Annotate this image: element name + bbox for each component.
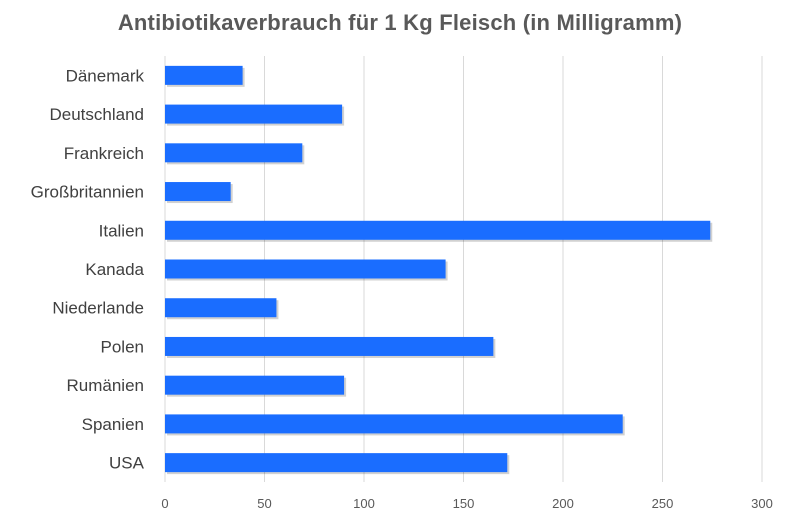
bar <box>165 259 446 279</box>
x-tick-label: 250 <box>652 496 674 511</box>
x-tick-label: 100 <box>353 496 375 511</box>
category-label: Dänemark <box>66 66 145 85</box>
category-label: Frankreich <box>64 144 144 163</box>
category-label: Spanien <box>82 415 144 434</box>
category-label: Niederlande <box>52 299 144 318</box>
x-tick-label: 150 <box>453 496 475 511</box>
category-label: USA <box>109 454 145 473</box>
bar <box>165 104 343 124</box>
bar <box>165 143 303 163</box>
x-tick-label: 50 <box>257 496 271 511</box>
category-label: Großbritannien <box>31 183 144 202</box>
chart-title: Antibiotikaverbrauch für 1 Kg Fleisch (i… <box>117 10 683 35</box>
bars <box>165 65 713 475</box>
bar <box>165 375 345 395</box>
x-tick-label: 200 <box>552 496 574 511</box>
x-tick-label: 300 <box>751 496 773 511</box>
x-tick-label: 0 <box>161 496 168 511</box>
bar <box>165 65 243 85</box>
x-tick-labels: 0 50 100 150 200 250 300 <box>161 496 772 511</box>
category-label: Italien <box>99 221 144 240</box>
bar <box>165 336 494 356</box>
category-label: Rumänien <box>67 376 145 395</box>
category-label: Polen <box>101 337 144 356</box>
bar <box>165 182 231 202</box>
bar <box>165 298 277 318</box>
bar <box>165 414 623 434</box>
category-label: Deutschland <box>49 105 144 124</box>
bar <box>165 453 508 473</box>
category-labels: Dänemark Deutschland Frankreich Großbritann… <box>31 66 145 472</box>
category-label: Kanada <box>85 260 144 279</box>
bar <box>165 220 711 240</box>
